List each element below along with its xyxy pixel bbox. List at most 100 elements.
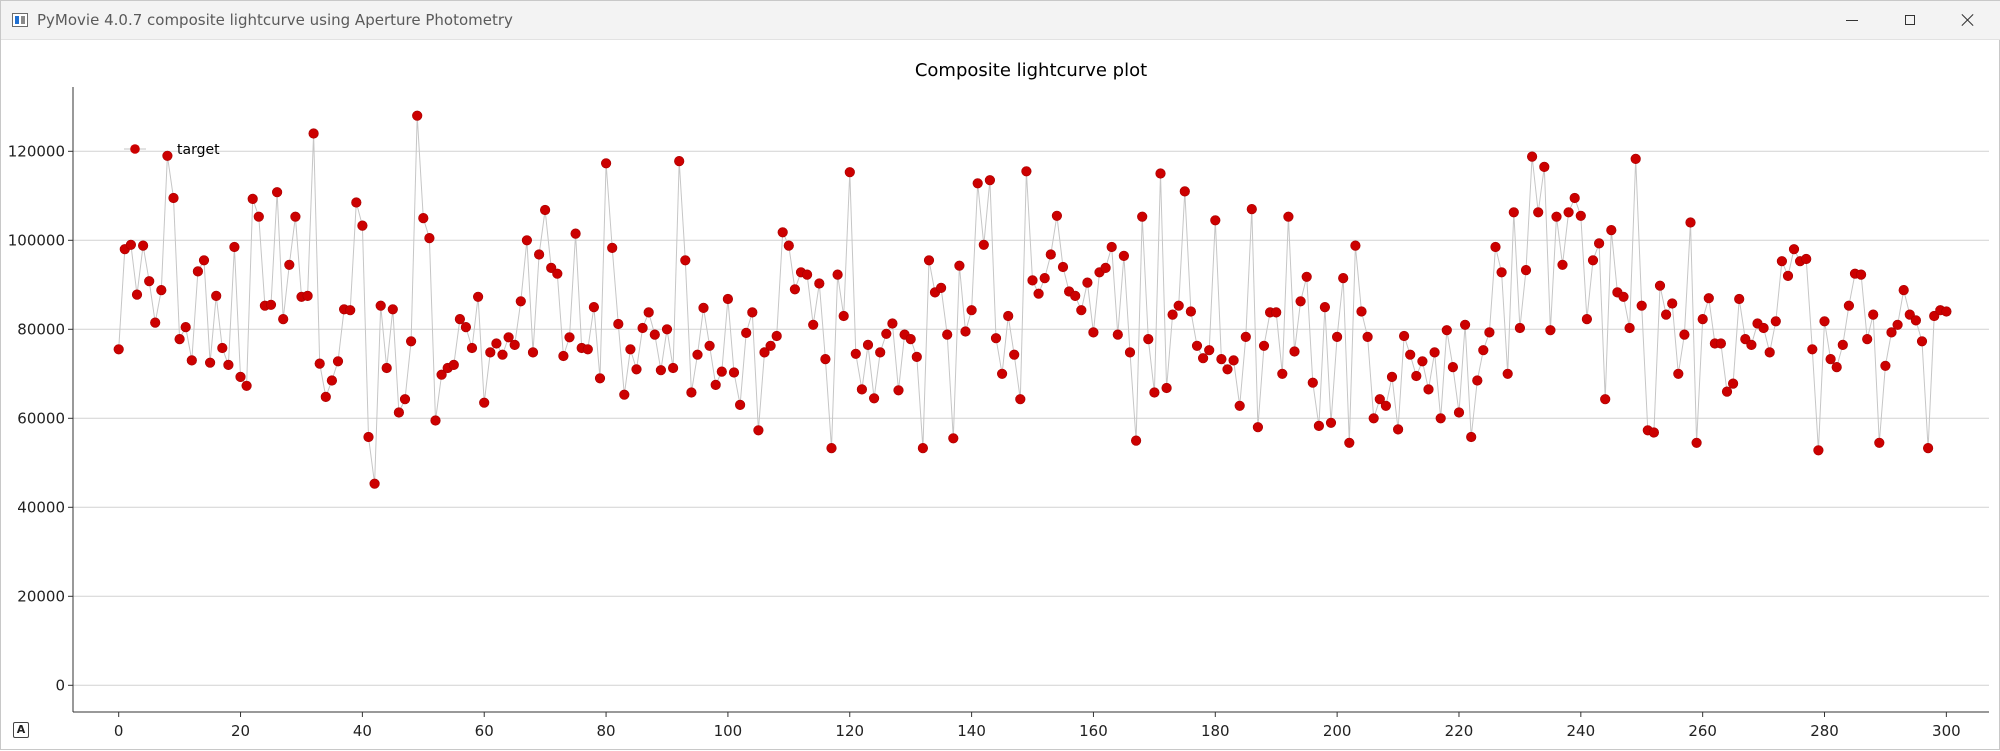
- data-point: [844, 167, 855, 178]
- title-bar[interactable]: PyMovie 4.0.7 composite lightcurve using…: [1, 1, 2000, 40]
- data-point: [247, 193, 258, 204]
- data-point: [290, 211, 301, 222]
- data-point: [552, 268, 563, 279]
- data-point: [838, 310, 849, 322]
- maximize-button[interactable]: [1881, 1, 1939, 39]
- data-point: [570, 228, 581, 239]
- data-point: [497, 349, 508, 360]
- data-point: [1271, 307, 1282, 318]
- data-point: [1508, 207, 1519, 218]
- y-tick-label: 40000: [17, 498, 65, 516]
- data-point: [302, 290, 313, 301]
- data-point: [1405, 349, 1416, 360]
- data-point: [1033, 288, 1044, 299]
- x-tick-label: 80: [597, 722, 616, 740]
- data-point: [1179, 186, 1190, 197]
- data-point: [631, 364, 642, 375]
- data-point: [1618, 291, 1629, 302]
- data-point: [1057, 261, 1069, 273]
- data-point: [1191, 340, 1203, 351]
- data-point: [1807, 344, 1818, 355]
- data-point: [1484, 327, 1495, 338]
- data-point: [893, 385, 904, 396]
- data-point: [954, 260, 965, 271]
- data-point: [1289, 346, 1300, 357]
- data-point: [747, 307, 758, 318]
- data-point: [1764, 347, 1775, 358]
- data-point: [674, 155, 685, 167]
- x-tick-label: 100: [714, 722, 743, 740]
- data-point: [278, 314, 289, 325]
- data-point: [564, 332, 575, 343]
- data-point: [1398, 330, 1410, 342]
- data-point: [180, 322, 191, 333]
- data-point: [198, 255, 210, 266]
- data-point: [1167, 309, 1178, 320]
- data-point: [1502, 368, 1513, 379]
- data-point: [789, 284, 801, 295]
- data-point: [887, 318, 898, 329]
- data-point: [1496, 267, 1507, 278]
- data-point: [1027, 275, 1038, 286]
- lightcurve-plot[interactable]: Composite lightcurve plot 02000040000600…: [1, 39, 2000, 751]
- data-point: [978, 239, 989, 250]
- legend[interactable]: target: [124, 142, 220, 158]
- data-point: [509, 339, 520, 351]
- data-point: [1862, 334, 1873, 345]
- data-point: [1374, 394, 1385, 405]
- data-point: [1636, 300, 1647, 311]
- data-point: [393, 407, 405, 418]
- data-point: [972, 178, 983, 189]
- data-point: [661, 324, 673, 335]
- data-point: [1843, 300, 1854, 311]
- data-point: [217, 342, 228, 354]
- data-point: [320, 391, 331, 403]
- data-point: [1922, 443, 1934, 454]
- data-point: [1886, 327, 1897, 338]
- data-point: [686, 387, 697, 398]
- data-point: [1667, 298, 1678, 309]
- data-point: [600, 158, 612, 169]
- data-point: [308, 128, 319, 139]
- data-point: [1356, 306, 1367, 317]
- data-point: [832, 269, 843, 280]
- data-point: [357, 220, 368, 231]
- data-point: [1533, 207, 1544, 218]
- x-tick-label: 60: [475, 722, 494, 740]
- data-point: [1575, 210, 1586, 221]
- data-point: [314, 358, 325, 369]
- plot-mode-badge[interactable]: A: [13, 722, 29, 738]
- data-point: [1727, 378, 1739, 389]
- data-point: [1039, 273, 1050, 284]
- data-point: [1161, 382, 1172, 394]
- data-point: [814, 278, 825, 289]
- data-point: [1429, 347, 1440, 358]
- data-point: [1459, 319, 1471, 330]
- x-tick-label: 240: [1567, 722, 1596, 740]
- x-tick-label: 20: [231, 722, 250, 740]
- data-point: [1411, 370, 1422, 382]
- data-point: [1368, 413, 1379, 424]
- data-point: [1679, 329, 1690, 340]
- data-point: [454, 314, 466, 325]
- data-point: [1916, 336, 1928, 347]
- data-point: [881, 328, 892, 339]
- data-point: [990, 333, 1002, 344]
- data-point: [144, 276, 155, 287]
- data-point: [1703, 293, 1714, 304]
- data-point: [643, 307, 654, 318]
- data-point: [868, 393, 880, 404]
- data-point: [625, 344, 636, 355]
- data-point: [1003, 310, 1014, 322]
- data-point: [905, 334, 916, 345]
- data-point: [1350, 240, 1361, 251]
- data-point: [1715, 338, 1726, 349]
- x-tick-label: 300: [1932, 722, 1961, 740]
- data-point: [1301, 271, 1312, 282]
- data-point: [704, 340, 715, 351]
- data-point: [473, 291, 484, 302]
- minimize-button[interactable]: [1823, 1, 1881, 39]
- close-button[interactable]: [1939, 1, 1997, 39]
- data-point: [272, 187, 283, 198]
